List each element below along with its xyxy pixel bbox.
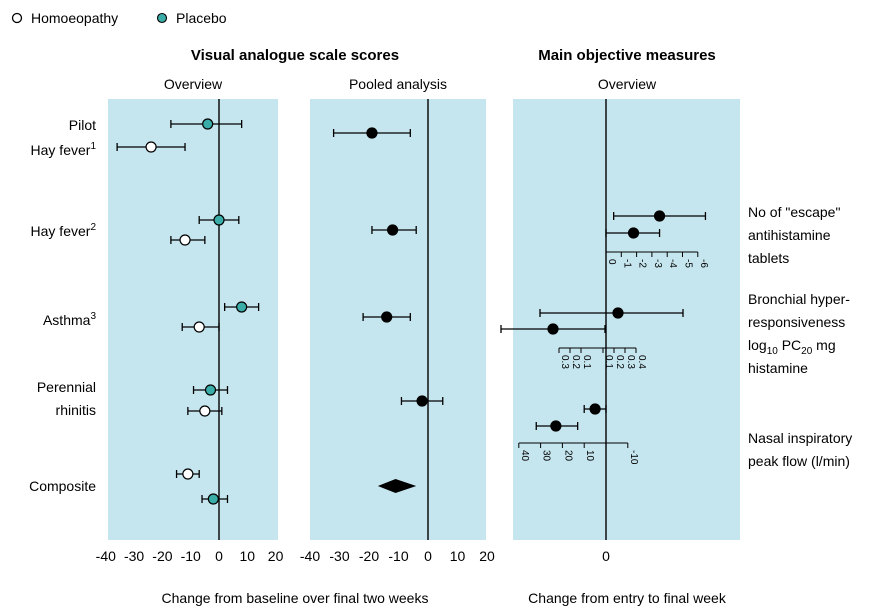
pooled-asthma-3-point — [381, 311, 393, 323]
nasal-flow-scale-label: 30 — [541, 450, 552, 462]
bronchial-scale-label: 0.3 — [559, 355, 570, 369]
objective-heading: Main objective measures — [538, 47, 716, 64]
objective-overview-subtitle: Overview — [598, 76, 657, 92]
escape-tablets-scale-label: -2 — [637, 259, 648, 268]
legend-homoeopathy-label: Homoeopathy — [31, 10, 118, 26]
escape-tablets-scale-label: -5 — [683, 259, 694, 268]
row-label-pilot-line2: Hay fever1 — [31, 141, 97, 158]
overview-tick--10: -10 — [181, 548, 201, 564]
overview-perennial-rhinitis-homoeopathy-point — [199, 405, 211, 417]
overview-hay-fever-2-homoeopathy-point — [179, 234, 191, 246]
bronchial-scale-label: 0.1 — [603, 355, 614, 369]
measure-escape-line1: No of "escape" — [748, 204, 840, 220]
measure-scales: 0 -1 -2 -3 -4 -5 -60.3 0.2 0.1 0.1 0.2 0.3 0.440 30 20… — [518, 251, 709, 465]
overview-perennial-rhinitis-placebo-point — [204, 384, 217, 396]
overview-pilot-hay-fever-1-placebo-point — [202, 118, 214, 130]
objective-footer: Change from entry to final week — [528, 590, 727, 606]
overview-tick--30: -30 — [124, 548, 144, 564]
measure-nasal-line2: peak flow (l/min) — [748, 453, 850, 469]
measure-bronch-line1: Bronchial hyper- — [748, 291, 850, 307]
nasal-flow-scale-label: 20 — [562, 450, 573, 462]
vas-heading: Visual analogue scale scores — [191, 47, 399, 64]
escape-tablets-scale-label: -3 — [652, 259, 663, 268]
legend-homoeopathy-marker — [11, 12, 23, 24]
pooled-tick-20: 20 — [479, 548, 495, 564]
row-label-pilot-line1: Pilot — [69, 117, 96, 133]
pooled-tick--20: -20 — [359, 548, 379, 564]
row-label-perennial-line1: Perennial — [37, 379, 96, 395]
overview-asthma-3-homoeopathy-point — [193, 321, 205, 333]
overview-composite-placebo-point — [207, 493, 219, 505]
legend: Homoeopathy Placebo — [11, 10, 227, 26]
chart-marks — [116, 118, 707, 505]
escape-tablets-scale-label: 0 — [606, 259, 617, 265]
overview-subtitle: Overview — [164, 76, 223, 92]
pooled-tick-10: 10 — [450, 548, 466, 564]
overview-asthma-3-placebo-point — [236, 301, 248, 313]
measure-bronch-line3: log10 PC20 mg — [748, 337, 836, 357]
overview-hay-fever-2-placebo-point — [213, 214, 225, 226]
pooled-tick--40: -40 — [300, 548, 320, 564]
measure-bronch-line4: histamine — [748, 360, 808, 376]
bronchial-scale-label: 0.2 — [614, 355, 625, 369]
nasal-flow-point-2 — [550, 420, 562, 432]
objective-panel — [513, 99, 740, 540]
overview-panel — [108, 99, 278, 540]
legend-placebo-marker — [156, 12, 168, 24]
pooled-pilot-hay-fever-1-point — [366, 127, 378, 139]
escape-tablets-scale-label: -4 — [667, 259, 678, 268]
measure-labels: No of "escape" antihistamine tablets Bro… — [748, 204, 852, 469]
bronchial-point-1 — [612, 307, 624, 319]
bronchial-scale-label: 0.4 — [636, 355, 647, 369]
pooled-panel — [310, 99, 486, 540]
measure-bronch-line2: responsiveness — [748, 314, 845, 330]
escape-tablets-point-1 — [653, 210, 666, 222]
pooled-tick--30: -30 — [329, 548, 349, 564]
bronchial-scale-label: 0.2 — [570, 355, 581, 369]
overview-pilot-hay-fever-1-homoeopathy-point — [145, 141, 157, 153]
bronchial-scale-label: 0.3 — [625, 355, 636, 369]
overview-tick-0: 0 — [215, 548, 223, 564]
measure-escape-line3: tablets — [748, 250, 789, 266]
bronchial-point-2 — [547, 323, 559, 335]
pooled-composite-diamond — [377, 479, 417, 493]
pooled-subtitle: Pooled analysis — [349, 76, 447, 92]
escape-tablets-scale-label: -1 — [621, 259, 632, 268]
row-labels: Pilot Hay fever1 Hay fever2 Asthma3 Pere… — [29, 117, 96, 494]
nasal-flow-scale-label: 10 — [584, 450, 595, 462]
bronchial-scale-label: 0.1 — [581, 355, 592, 369]
vas-footer: Change from baseline over final two week… — [162, 590, 429, 606]
pooled-hay-fever-2-point — [387, 224, 399, 236]
overview-composite-homoeopathy-point — [182, 468, 194, 480]
pooled-perennial-rhinitis-point — [416, 395, 428, 407]
x-axis-ticks: -40 -30 -20 -10 0 10 20 -40 -30 -20 -10 0 10 20 0 — [96, 548, 610, 564]
row-label-perennial-line2: rhinitis — [56, 402, 96, 418]
nasal-flow-scale-label: -10 — [628, 450, 639, 465]
nasal-flow-point-1 — [589, 403, 601, 415]
row-label-asthma: Asthma3 — [43, 311, 96, 328]
objective-tick-0: 0 — [602, 548, 610, 564]
pooled-tick--10: -10 — [388, 548, 408, 564]
row-label-composite: Composite — [29, 478, 96, 494]
overview-tick-10: 10 — [240, 548, 256, 564]
overview-tick--40: -40 — [96, 548, 116, 564]
overview-tick-20: 20 — [268, 548, 284, 564]
measure-escape-line2: antihistamine — [748, 227, 831, 243]
measure-nasal-line1: Nasal inspiratory — [748, 430, 852, 446]
pooled-tick-0: 0 — [424, 548, 432, 564]
row-label-hayfever2: Hay fever2 — [31, 222, 97, 239]
escape-tablets-scale-label: -6 — [698, 259, 709, 268]
escape-tablets-point-2 — [627, 227, 640, 239]
legend-placebo-label: Placebo — [176, 10, 227, 26]
nasal-flow-scale-label: 40 — [519, 450, 530, 462]
overview-tick--20: -20 — [152, 548, 172, 564]
